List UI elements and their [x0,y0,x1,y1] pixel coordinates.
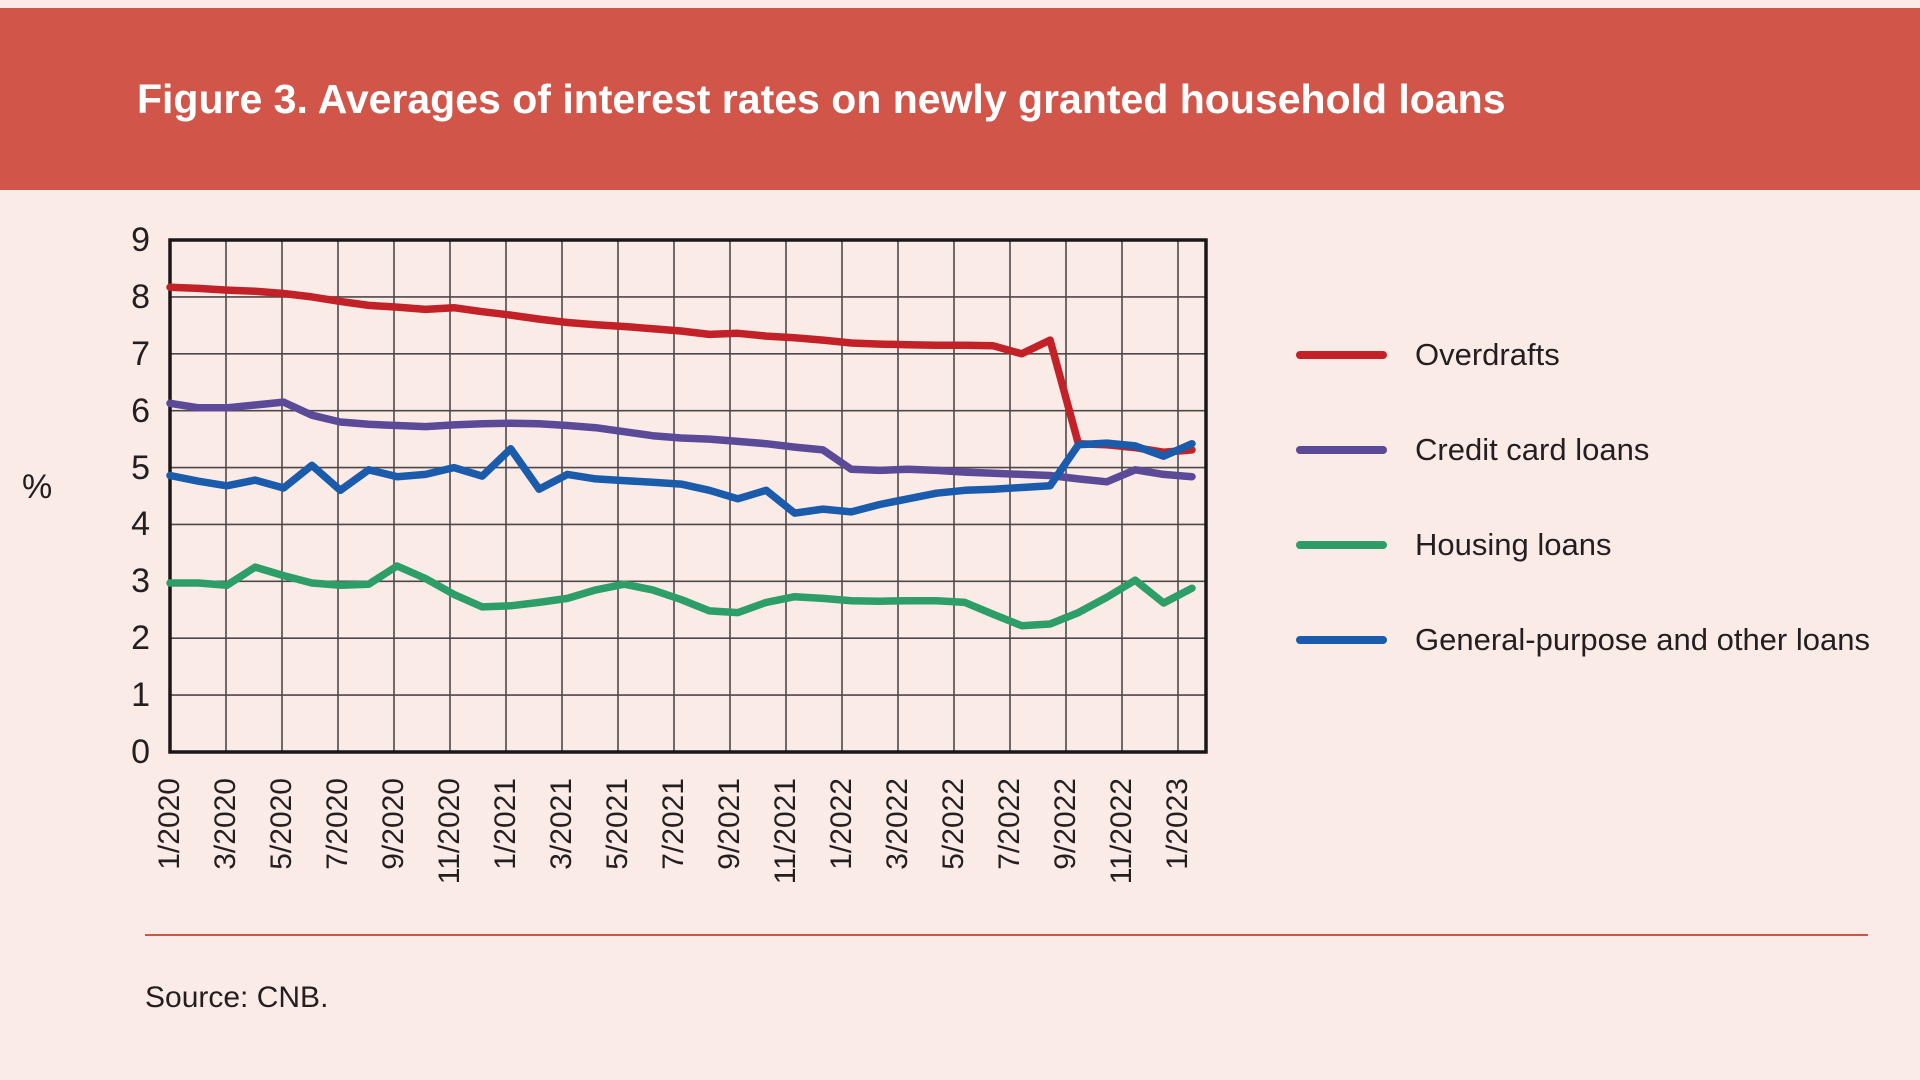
legend-label: Housing loans [1415,527,1612,562]
x-tick-label: 11/2021 [769,778,802,885]
x-tick-label: 7/2022 [993,778,1026,870]
x-tick-label: 7/2020 [321,778,354,870]
y-tick-label: 3 [131,562,150,601]
figure-title: Figure 3. Averages of interest rates on … [137,75,1506,122]
x-tick-label: 11/2020 [433,778,466,885]
x-tick-label: 1/2021 [489,778,522,870]
source-note: Source: CNB. [145,981,329,1014]
legend-swatch-credit-card-loans [1296,446,1387,454]
legend-label: General-purpose and other loans [1415,622,1870,657]
x-tick-label: 3/2022 [881,778,914,870]
x-tick-label: 3/2020 [209,778,242,870]
y-tick-label: 1 [131,676,150,715]
legend-swatch-general-purpose-and-other-loans [1296,636,1387,644]
x-tick-label: 1/2022 [825,778,858,870]
figure-title-banner: Figure 3. Averages of interest rates on … [0,8,1920,190]
x-tick-label: 9/2021 [713,778,746,870]
x-tick-label: 1/2020 [153,778,186,870]
x-tick-label: 9/2020 [377,778,410,870]
x-tick-label: 5/2021 [601,778,634,870]
y-tick-label: 4 [131,505,150,544]
x-tick-label: 9/2022 [1049,778,1082,870]
y-tick-label: 8 [131,277,150,316]
legend-label: Credit card loans [1415,432,1650,467]
series-line-overdrafts [166,283,1196,456]
x-tick-label: 5/2022 [937,778,970,870]
y-tick-label: 6 [131,391,150,430]
y-tick-label: 9 [131,221,150,259]
series-line-general-purpose-and-other-loans [166,439,1196,517]
legend-swatch-housing-loans [1296,541,1387,549]
x-tick-label: 3/2021 [545,778,578,870]
divider-rule [145,934,1868,936]
y-axis-unit-label: % [22,468,53,506]
x-tick-label: 5/2020 [265,778,298,870]
y-tick-label: 2 [131,619,150,658]
y-tick-label: 5 [131,448,150,487]
series-line-housing-loans [166,562,1196,630]
y-tick-label: 7 [131,334,150,373]
legend-label: Overdrafts [1415,337,1560,372]
y-tick-label: 0 [131,733,150,771]
x-tick-label: 11/2022 [1105,778,1138,885]
legend-swatch-overdrafts [1296,351,1387,359]
x-tick-label: 1/2023 [1161,778,1194,870]
x-tick-label: 7/2021 [657,778,690,870]
series-line-credit-card-loans [166,398,1196,486]
plot-frame [168,238,1208,754]
